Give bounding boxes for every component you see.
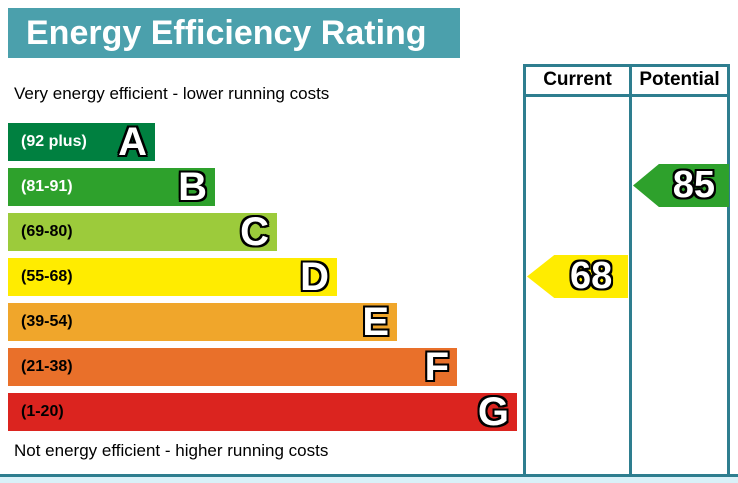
band-letter: C (240, 210, 269, 254)
band-c: (69-80) C (8, 210, 277, 254)
band-a: (92 plus) A (8, 120, 155, 164)
chart-title-bar: Energy Efficiency Rating (8, 8, 460, 58)
bottom-note: Not energy efficient - higher running co… (14, 441, 329, 460)
table-border-header-underline (523, 94, 730, 97)
band-range-label: (21-38) (21, 358, 73, 375)
band-f: (21-38) F (8, 345, 457, 389)
chart-title: Energy Efficiency Rating (26, 14, 427, 52)
band-letter: D (300, 255, 329, 299)
band-range-label: (81-91) (21, 178, 73, 195)
band-g: (1-20) G (8, 390, 517, 434)
band-letter: G (477, 390, 509, 434)
current-rating-arrow: 68 (527, 255, 628, 298)
band-range-label: (55-68) (21, 268, 73, 285)
top-note: Very energy efficient - lower running co… (14, 84, 330, 103)
table-border-vertical-right (727, 64, 730, 477)
band-letter: A (118, 120, 147, 164)
band-letter: E (362, 300, 389, 344)
band-letter: B (178, 165, 207, 209)
band-letter: F (424, 345, 449, 389)
table-border-top (523, 64, 730, 67)
band-b: (81-91) B (8, 165, 215, 209)
potential-rating-arrow: 85 (633, 164, 729, 207)
table-border-vertical-middle (629, 64, 632, 477)
table-border-vertical-left (523, 64, 526, 477)
potential-column-header: Potential (639, 69, 720, 90)
band-range-label: (39-54) (21, 313, 73, 330)
band-range-label: (92 plus) (21, 133, 87, 150)
band-e: (39-54) E (8, 300, 397, 344)
band-range-label: (1-20) (21, 403, 64, 420)
band-d: (55-68) D (8, 255, 337, 299)
current-rating-value: 68 (569, 255, 613, 297)
band-range-label: (69-80) (21, 223, 73, 240)
current-column-header: Current (543, 69, 612, 90)
page-bottom-margin (0, 477, 738, 483)
potential-rating-value: 85 (672, 164, 716, 206)
table-border-bottom (0, 474, 738, 477)
